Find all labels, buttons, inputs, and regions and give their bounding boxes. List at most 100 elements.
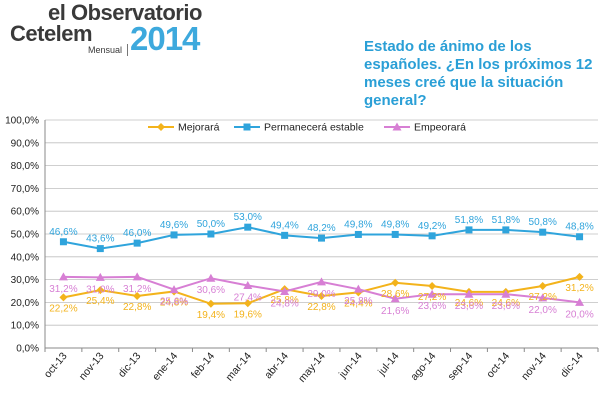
x-tick-label: oct-13 <box>42 350 70 380</box>
data-label-mejorar: 24,8% <box>160 297 188 308</box>
x-tick-label: may-14 <box>296 350 328 385</box>
point-permanecer-estable <box>576 233 584 241</box>
point-permanecer-estable <box>539 228 547 236</box>
data-label-empeorar: 23,6% <box>418 301 446 312</box>
data-label-mejorar: 27,2% <box>418 292 446 303</box>
data-label-mejorar: 28,6% <box>381 289 409 300</box>
x-tick-label: abr-14 <box>262 350 291 381</box>
y-tick-label: 70,0% <box>11 184 39 195</box>
y-tick-label: 20,0% <box>11 298 39 309</box>
logo-subtitle: Mensual <box>88 45 123 55</box>
point-permanecer-estable <box>170 231 178 239</box>
point-permanecer-estable <box>354 230 362 238</box>
y-tick-label: 0,0% <box>16 344 39 355</box>
data-label-mejorar: 31,2% <box>565 283 593 294</box>
logo-year: 2014 <box>130 20 200 57</box>
legend-label-permanecer-estable: Permanecerá estable <box>264 122 364 134</box>
point-empeorar <box>353 284 363 293</box>
point-mejorar <box>96 286 105 295</box>
point-mejorar <box>317 292 326 301</box>
point-empeorar <box>95 272 105 281</box>
data-label-permanecer-estable: 43,6% <box>86 234 114 245</box>
point-permanecer-estable <box>96 245 104 253</box>
y-tick-label: 30,0% <box>11 275 39 286</box>
y-tick-label: 90,0% <box>11 138 39 149</box>
legend: Mejorará Permanecerá estable Empeorará <box>148 122 466 134</box>
data-label-mejorar: 24,6% <box>455 298 483 309</box>
data-label-empeorar: 29,0% <box>307 289 335 300</box>
point-permanecer-estable <box>502 226 510 234</box>
series-group <box>58 223 585 308</box>
point-mejorar <box>391 278 400 287</box>
legend-label-empeorar: Empeorará <box>414 122 466 134</box>
x-tick-label: sep-14 <box>445 350 475 382</box>
point-mejorar <box>59 293 68 302</box>
data-label-empeorar: 31,2% <box>123 284 151 295</box>
data-label-permanecer-estable: 51,8% <box>492 215 520 226</box>
data-label-empeorar: 31,2% <box>49 284 77 295</box>
data-label-mejorar: 24,4% <box>344 298 372 309</box>
data-label-permanecer-estable: 53,0% <box>234 212 262 223</box>
observatorio-logo: el Observatorio Cetelem Mensual 2014 <box>10 0 220 60</box>
point-permanecer-estable <box>244 223 252 231</box>
data-label-permanecer-estable: 46,6% <box>49 227 77 238</box>
legend-marker-empeorar <box>392 122 402 131</box>
data-label-permanecer-estable: 49,4% <box>270 220 298 231</box>
point-mejorar <box>575 272 584 281</box>
data-label-permanecer-estable: 49,8% <box>381 219 409 230</box>
y-tick-label: 40,0% <box>11 252 39 263</box>
point-mejorar <box>428 281 437 290</box>
point-empeorar <box>390 294 400 303</box>
x-tick-label: jun-14 <box>336 350 365 381</box>
point-mejorar <box>538 281 547 290</box>
data-label-mejorar: 22,8% <box>123 302 151 313</box>
y-tick-label: 100,0% <box>5 116 39 127</box>
data-label-permanecer-estable: 51,8% <box>455 215 483 226</box>
data-label-mejorar: 25,4% <box>86 296 114 307</box>
point-permanecer-estable <box>391 230 399 238</box>
point-empeorar <box>132 272 142 281</box>
data-label-empeorar: 22,0% <box>529 305 557 316</box>
data-label-empeorar: 23,6% <box>455 301 483 312</box>
data-label-mejorar: 27,2% <box>529 292 557 303</box>
chart-title: Estado de ánimo de los españoles. ¿En lo… <box>364 38 593 109</box>
x-tick-label: ene-14 <box>150 350 180 383</box>
legend-marker-permanecer-estable <box>243 123 251 131</box>
point-mejorar <box>206 299 215 308</box>
point-empeorar <box>575 297 585 306</box>
x-tick-label: jul-14 <box>375 350 401 378</box>
point-mejorar <box>133 292 142 301</box>
point-permanecer-estable <box>428 232 436 240</box>
data-label-permanecer-estable: 50,0% <box>197 219 225 230</box>
x-axis: oct-13 nov-13 dic-13 ene-14 feb-14 mar-14 abr-… <box>42 347 599 385</box>
y-tick-label: 10,0% <box>11 321 39 332</box>
data-labels: 22,2% 25,4% 22,8% 24,8% 19,4% 19,6% 25,8% 22,8%… <box>49 212 594 321</box>
x-tick-label: oct-14 <box>484 350 512 380</box>
point-empeorar <box>538 293 548 302</box>
data-label-empeorar: 23,6% <box>492 301 520 312</box>
y-axis: 0,0% 10,0% 20,0% 30,0% 40,0% 50,0% 60,0% 70,0% 8… <box>5 116 46 355</box>
x-tick-label: nov-14 <box>519 350 549 382</box>
point-permanecer-estable <box>59 238 67 246</box>
data-label-permanecer-estable: 49,2% <box>418 221 446 232</box>
point-empeorar <box>280 286 290 295</box>
logo-line2: Cetelem <box>10 21 93 46</box>
data-label-mejorar: 24,6% <box>492 298 520 309</box>
point-empeorar <box>243 281 253 290</box>
data-label-empeorar: 24,8% <box>270 298 298 309</box>
data-label-empeorar: 25,6% <box>160 297 188 308</box>
y-tick-label: 80,0% <box>11 161 39 172</box>
logo-separator <box>127 44 128 56</box>
y-tick-label: 50,0% <box>11 230 39 241</box>
data-label-empeorar: 27,4% <box>234 293 262 304</box>
point-permanecer-estable <box>207 230 215 238</box>
legend-label-mejorar: Mejorará <box>178 122 220 134</box>
data-label-mejorar: 22,2% <box>49 303 77 314</box>
data-label-empeorar: 20,0% <box>565 309 593 320</box>
x-tick-label: feb-14 <box>189 350 217 381</box>
point-empeorar <box>501 289 511 298</box>
data-label-permanecer-estable: 48,8% <box>565 222 593 233</box>
x-tick-label: dic-14 <box>558 350 586 380</box>
logo-line1: el Observatorio <box>48 0 202 25</box>
